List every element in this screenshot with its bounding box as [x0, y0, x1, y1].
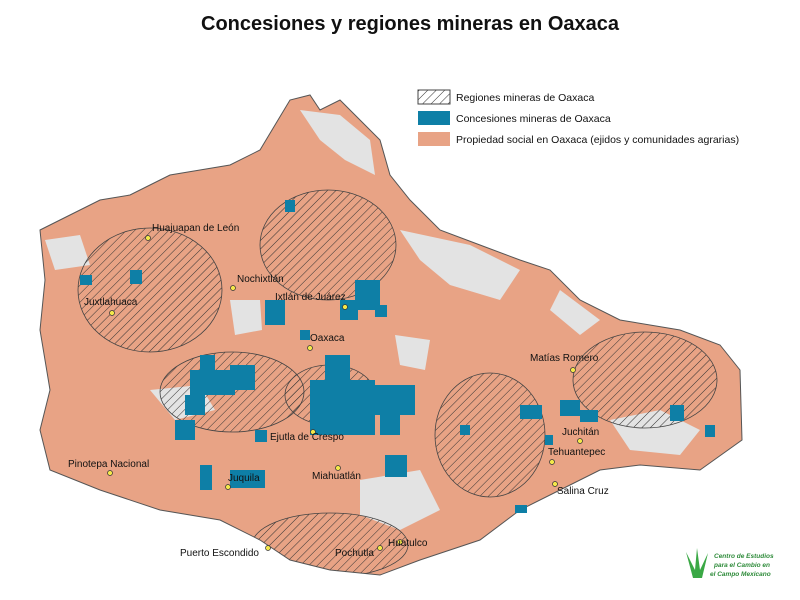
- state-outline: [39, 94, 743, 576]
- city-label: Oaxaca: [310, 333, 345, 344]
- state-map: [39, 94, 743, 576]
- city-dot: [230, 285, 236, 291]
- logo-icon: [686, 548, 708, 578]
- logo-text: el Campo Mexicano: [710, 571, 771, 578]
- non-social-land: [45, 110, 700, 530]
- city-layer: Huajuapan de León Nochixtlán Ixtlán de Juá…: [68, 223, 609, 559]
- legend: Regiones mineras de Oaxaca Concesiones m…: [417, 89, 739, 146]
- city-label: Pochutla: [335, 548, 374, 559]
- city-label: Puerto Escondido: [180, 548, 259, 559]
- city-label: Ejutla de Crespo: [270, 432, 344, 443]
- city-dot: [570, 367, 576, 373]
- city-label: Juchitán: [562, 427, 599, 438]
- city-label: Ixtlán de Juárez: [275, 292, 346, 303]
- city-dot: [577, 438, 583, 444]
- city-label: Juquila: [228, 473, 260, 484]
- city-dot: [225, 484, 231, 490]
- city-label: Juxtlahuaca: [84, 297, 138, 308]
- logo-text: para el Cambio en: [713, 562, 770, 569]
- legend-swatch: [417, 89, 451, 105]
- city-label: Huatulco: [388, 538, 428, 549]
- legend-label: Concesiones mineras de Oaxaca: [456, 113, 611, 125]
- city-dot: [307, 345, 313, 351]
- city-dot: [310, 429, 316, 435]
- city-label: Pinotepa Nacional: [68, 459, 149, 470]
- logo-text: Centro de Estudios: [714, 553, 774, 560]
- city-label: Miahuatlán: [312, 471, 361, 482]
- city-dot: [342, 304, 348, 310]
- city-dot: [549, 459, 555, 465]
- mining-concessions: [80, 200, 715, 513]
- city-dot: [397, 539, 403, 545]
- city-dot: [109, 310, 115, 316]
- city-dot: [377, 545, 383, 551]
- city-dot: [145, 235, 151, 241]
- logo: Centro de Estudios para el Cambio en el …: [686, 548, 774, 578]
- legend-swatch: [418, 132, 450, 146]
- legend-swatch: [418, 111, 450, 125]
- city-label: Salina Cruz: [557, 486, 609, 497]
- city-label: Nochixtlán: [237, 274, 284, 285]
- city-label: Huajuapan de León: [152, 223, 239, 234]
- city-dot: [107, 470, 113, 476]
- legend-label: Regiones mineras de Oaxaca: [456, 92, 594, 104]
- city-label: Matías Romero: [530, 353, 599, 364]
- city-dot: [265, 545, 271, 551]
- city-dot: [335, 465, 341, 471]
- legend-label: Propiedad social en Oaxaca (ejidos y com…: [456, 134, 739, 146]
- city-label: Tehuantepec: [548, 447, 605, 458]
- map-title: Concesiones y regiones mineras en Oaxaca: [201, 13, 620, 35]
- city-dot: [552, 481, 558, 487]
